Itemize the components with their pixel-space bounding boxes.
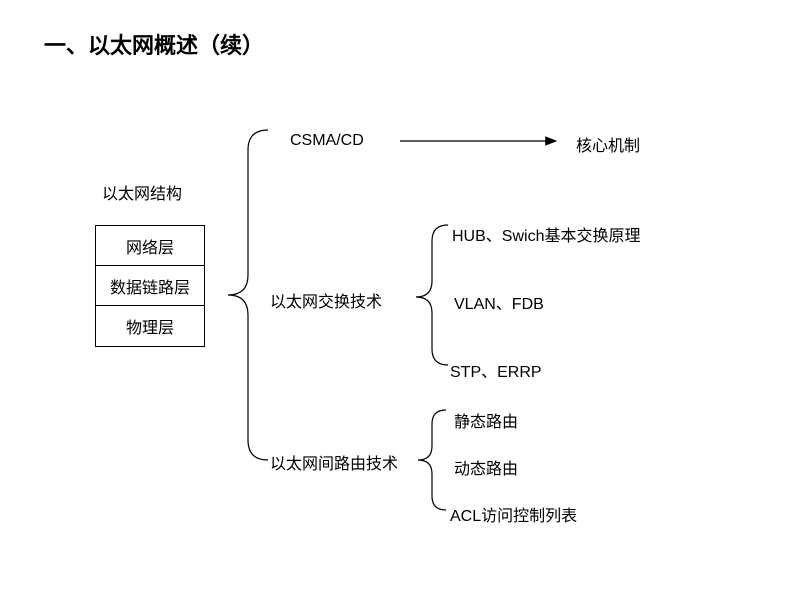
csma-label: CSMA/CD — [290, 132, 364, 150]
layer-cell-physical: 物理层 — [96, 306, 204, 346]
layer-table: 网络层 数据链路层 物理层 — [95, 225, 205, 347]
layer-cell-datalink: 数据链路层 — [96, 266, 204, 306]
switch-tech-label: 以太网交换技术 — [270, 288, 382, 312]
page-title: 一、以太网概述（续） — [44, 28, 264, 60]
acl-label: ACL访问控制列表 — [450, 502, 577, 526]
layer-cell-network: 网络层 — [96, 226, 204, 266]
dynamic-route-label: 动态路由 — [454, 455, 518, 479]
routing-tech-label: 以太网间路由技术 — [270, 450, 398, 474]
brace-switching — [416, 225, 448, 365]
brace-main — [228, 130, 268, 460]
core-mechanism-label: 核心机制 — [576, 132, 640, 156]
stp-errp-label: STP、ERRP — [450, 358, 542, 382]
structure-label: 以太网结构 — [102, 180, 182, 204]
vlan-fdb-label: VLAN、FDB — [454, 290, 544, 314]
static-route-label: 静态路由 — [454, 408, 518, 432]
hub-switch-label: HUB、Swich基本交换原理 — [452, 222, 640, 246]
brace-routing — [418, 410, 446, 510]
